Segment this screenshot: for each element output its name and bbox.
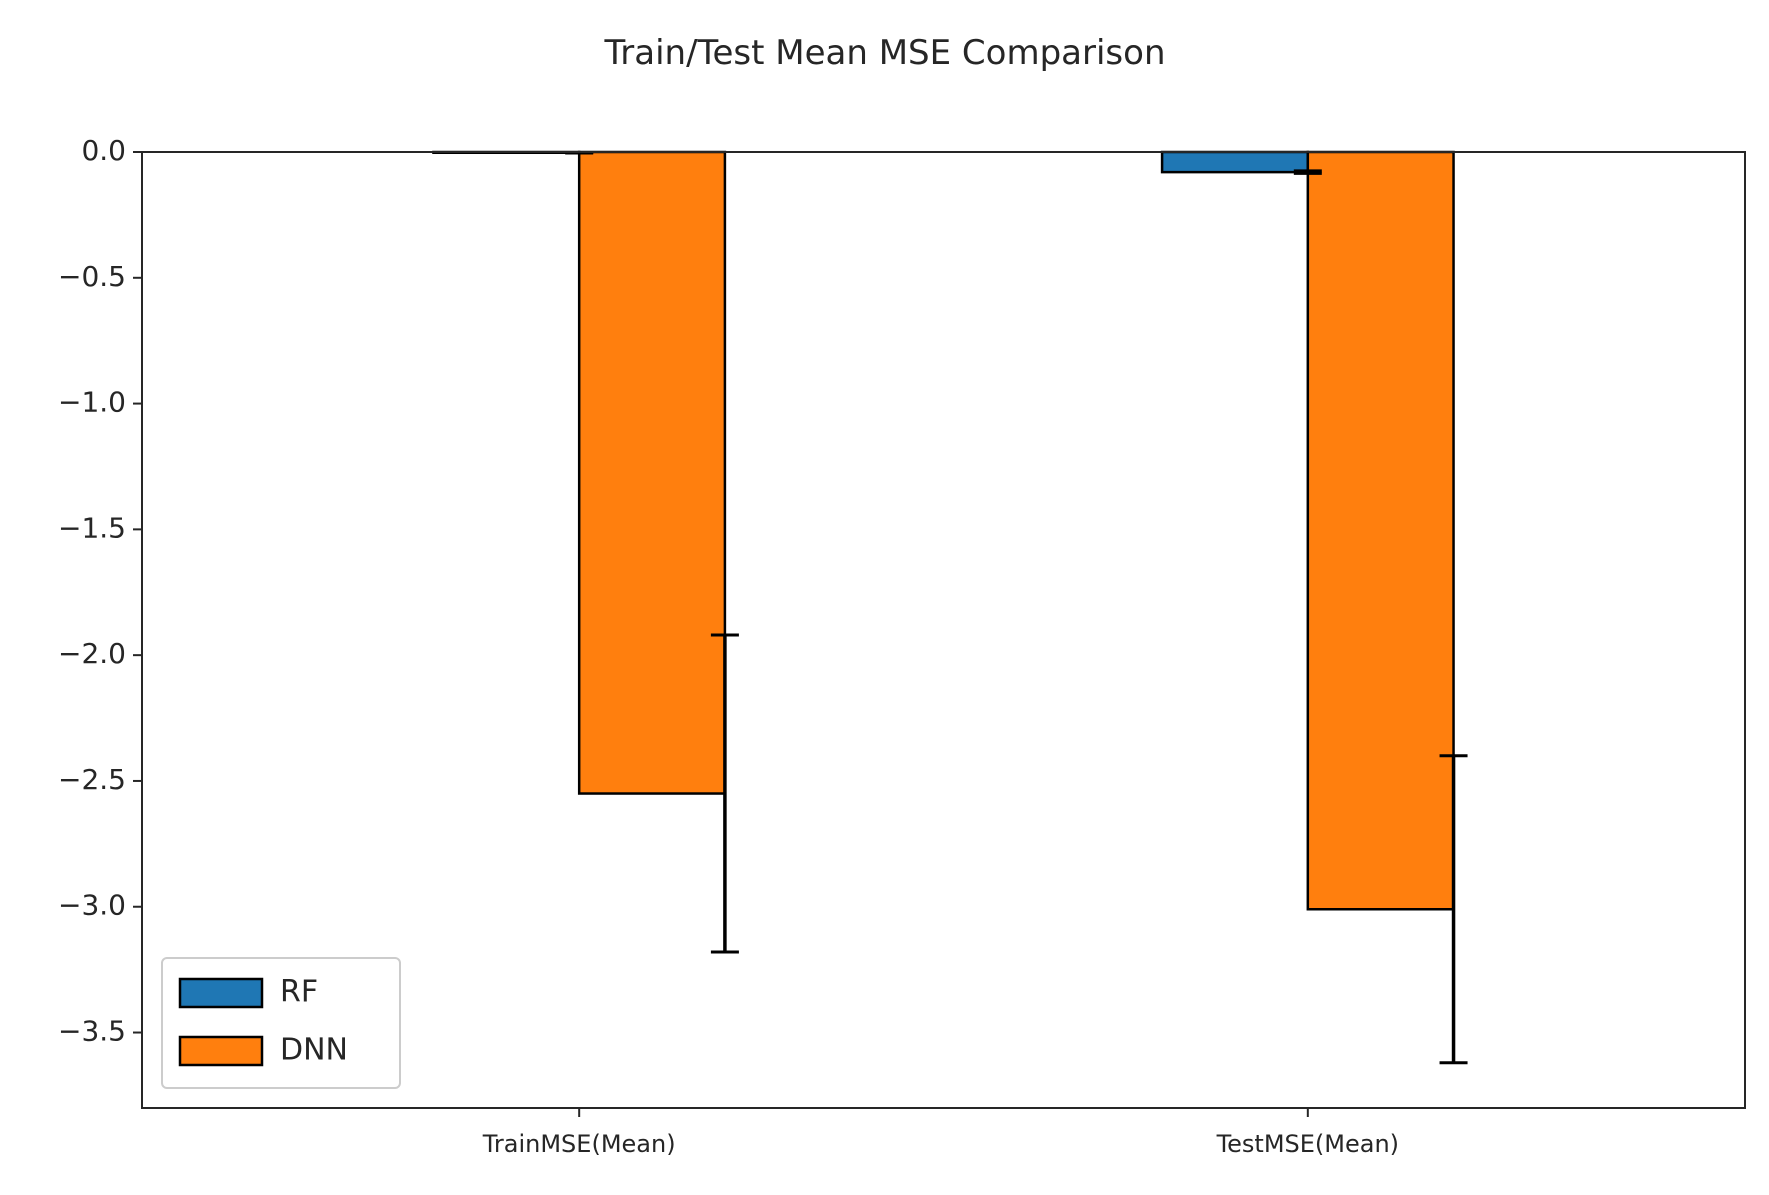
y-tick-label: −3.0: [58, 889, 126, 922]
plot-frame: [141, 151, 1746, 1109]
chart-title: Train/Test Mean MSE Comparison: [603, 33, 1165, 73]
x-tick-label: TestMSE(Mean): [1216, 1130, 1399, 1158]
y-tick-label: −1.0: [58, 386, 126, 419]
y-tick-label: −2.5: [58, 763, 126, 796]
legend-label-dnn: DNN: [280, 1033, 348, 1068]
bar-rf-1: [1160, 150, 1310, 174]
y-tick-label: 0.0: [81, 134, 126, 167]
legend-label-rf: RF: [280, 975, 318, 1010]
y-tick-label: −2.0: [58, 637, 126, 670]
legend-swatch-dnn: [178, 1035, 264, 1067]
legend-swatch-rf: [178, 977, 264, 1009]
bar-dnn-0: [577, 150, 727, 795]
y-tick-label: −1.5: [58, 511, 126, 544]
x-tick-label: TrainMSE(Mean): [482, 1130, 676, 1158]
y-tick-label: −0.5: [58, 260, 126, 293]
y-tick-label: −3.5: [58, 1015, 126, 1048]
bar-dnn-1: [1306, 150, 1455, 911]
